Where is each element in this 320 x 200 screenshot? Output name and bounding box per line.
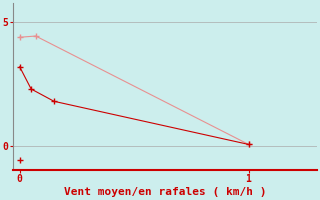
X-axis label: Vent moyen/en rafales ( km/h ): Vent moyen/en rafales ( km/h )	[64, 187, 266, 197]
